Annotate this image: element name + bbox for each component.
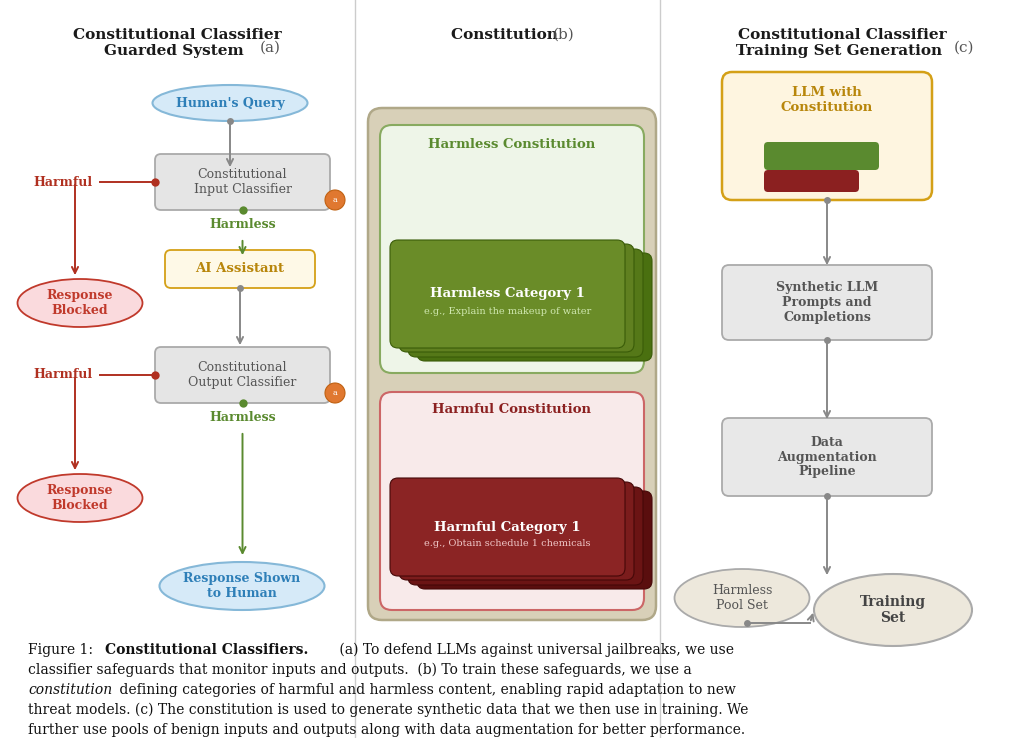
Text: Constitution: Constitution (451, 28, 563, 42)
Text: Harmful: Harmful (34, 368, 93, 382)
FancyBboxPatch shape (165, 250, 315, 288)
Text: Harmful Category 1: Harmful Category 1 (434, 520, 581, 534)
Text: e.g., Explain the makeup of water: e.g., Explain the makeup of water (424, 308, 591, 317)
Text: constitution: constitution (28, 683, 112, 697)
Text: Human's Query: Human's Query (176, 97, 285, 109)
FancyBboxPatch shape (722, 265, 932, 340)
FancyBboxPatch shape (408, 487, 643, 585)
FancyBboxPatch shape (399, 482, 634, 580)
FancyBboxPatch shape (764, 170, 859, 192)
FancyBboxPatch shape (155, 347, 330, 403)
Text: Constitutional Classifiers.: Constitutional Classifiers. (105, 643, 308, 657)
Circle shape (325, 190, 345, 210)
FancyBboxPatch shape (722, 418, 932, 496)
Text: Harmless
Pool Set: Harmless Pool Set (712, 584, 772, 612)
Text: (a) To defend LLMs against universal jailbreaks, we use: (a) To defend LLMs against universal jai… (335, 643, 734, 658)
Text: AI Assistant: AI Assistant (196, 263, 285, 275)
Text: Harmful Constitution: Harmful Constitution (432, 403, 592, 416)
FancyBboxPatch shape (722, 72, 932, 200)
FancyBboxPatch shape (380, 125, 644, 373)
Text: Harmless Category 1: Harmless Category 1 (430, 288, 585, 300)
Text: Harmful: Harmful (34, 176, 93, 188)
Text: threat models. (c) The constitution is used to generate synthetic data that we t: threat models. (c) The constitution is u… (28, 703, 749, 717)
Text: Training
Set: Training Set (860, 595, 926, 625)
Text: classifier safeguards that monitor inputs and outputs.  (b) To train these safeg: classifier safeguards that monitor input… (28, 663, 692, 677)
FancyBboxPatch shape (390, 240, 625, 348)
Text: Response
Blocked: Response Blocked (47, 289, 114, 317)
Text: Constitutional Classifier
Training Set Generation: Constitutional Classifier Training Set G… (736, 28, 947, 58)
Text: Constitutional Classifier
Guarded System: Constitutional Classifier Guarded System (73, 28, 282, 58)
Circle shape (325, 383, 345, 403)
Text: further use pools of benign inputs and outputs along with data augmentation for : further use pools of benign inputs and o… (28, 723, 745, 737)
Ellipse shape (17, 474, 142, 522)
Ellipse shape (675, 569, 810, 627)
FancyBboxPatch shape (399, 244, 634, 352)
Text: (a): (a) (260, 41, 281, 55)
Text: Harmless Constitution: Harmless Constitution (428, 138, 596, 151)
Ellipse shape (814, 574, 972, 646)
Text: a: a (333, 196, 338, 204)
FancyBboxPatch shape (368, 108, 656, 620)
FancyBboxPatch shape (417, 491, 652, 589)
Text: e.g., Obtain schedule 1 chemicals: e.g., Obtain schedule 1 chemicals (424, 539, 591, 548)
Text: LLM with
Constitution: LLM with Constitution (781, 86, 873, 114)
Text: Data
Augmentation
Pipeline: Data Augmentation Pipeline (777, 435, 877, 478)
Ellipse shape (153, 85, 307, 121)
Text: Harmless: Harmless (209, 411, 275, 424)
Text: Synthetic LLM
Prompts and
Completions: Synthetic LLM Prompts and Completions (776, 281, 878, 324)
FancyBboxPatch shape (155, 154, 330, 210)
Text: Constitutional
Input Classifier: Constitutional Input Classifier (194, 168, 292, 196)
FancyBboxPatch shape (408, 249, 643, 357)
Text: (b): (b) (553, 28, 574, 42)
Text: Response
Blocked: Response Blocked (47, 484, 114, 512)
FancyBboxPatch shape (390, 478, 625, 576)
Text: Figure 1:: Figure 1: (28, 643, 93, 657)
Ellipse shape (17, 279, 142, 327)
Text: (c): (c) (954, 41, 975, 55)
Text: Constitutional
Output Classifier: Constitutional Output Classifier (188, 361, 297, 389)
FancyBboxPatch shape (380, 392, 644, 610)
Text: a: a (333, 389, 338, 397)
Text: Harmless: Harmless (209, 218, 275, 231)
FancyBboxPatch shape (764, 142, 879, 170)
Ellipse shape (160, 562, 325, 610)
Text: Response Shown
to Human: Response Shown to Human (183, 572, 301, 600)
FancyBboxPatch shape (417, 253, 652, 361)
Text: defining categories of harmful and harmless content, enabling rapid adaptation t: defining categories of harmful and harml… (115, 683, 736, 697)
